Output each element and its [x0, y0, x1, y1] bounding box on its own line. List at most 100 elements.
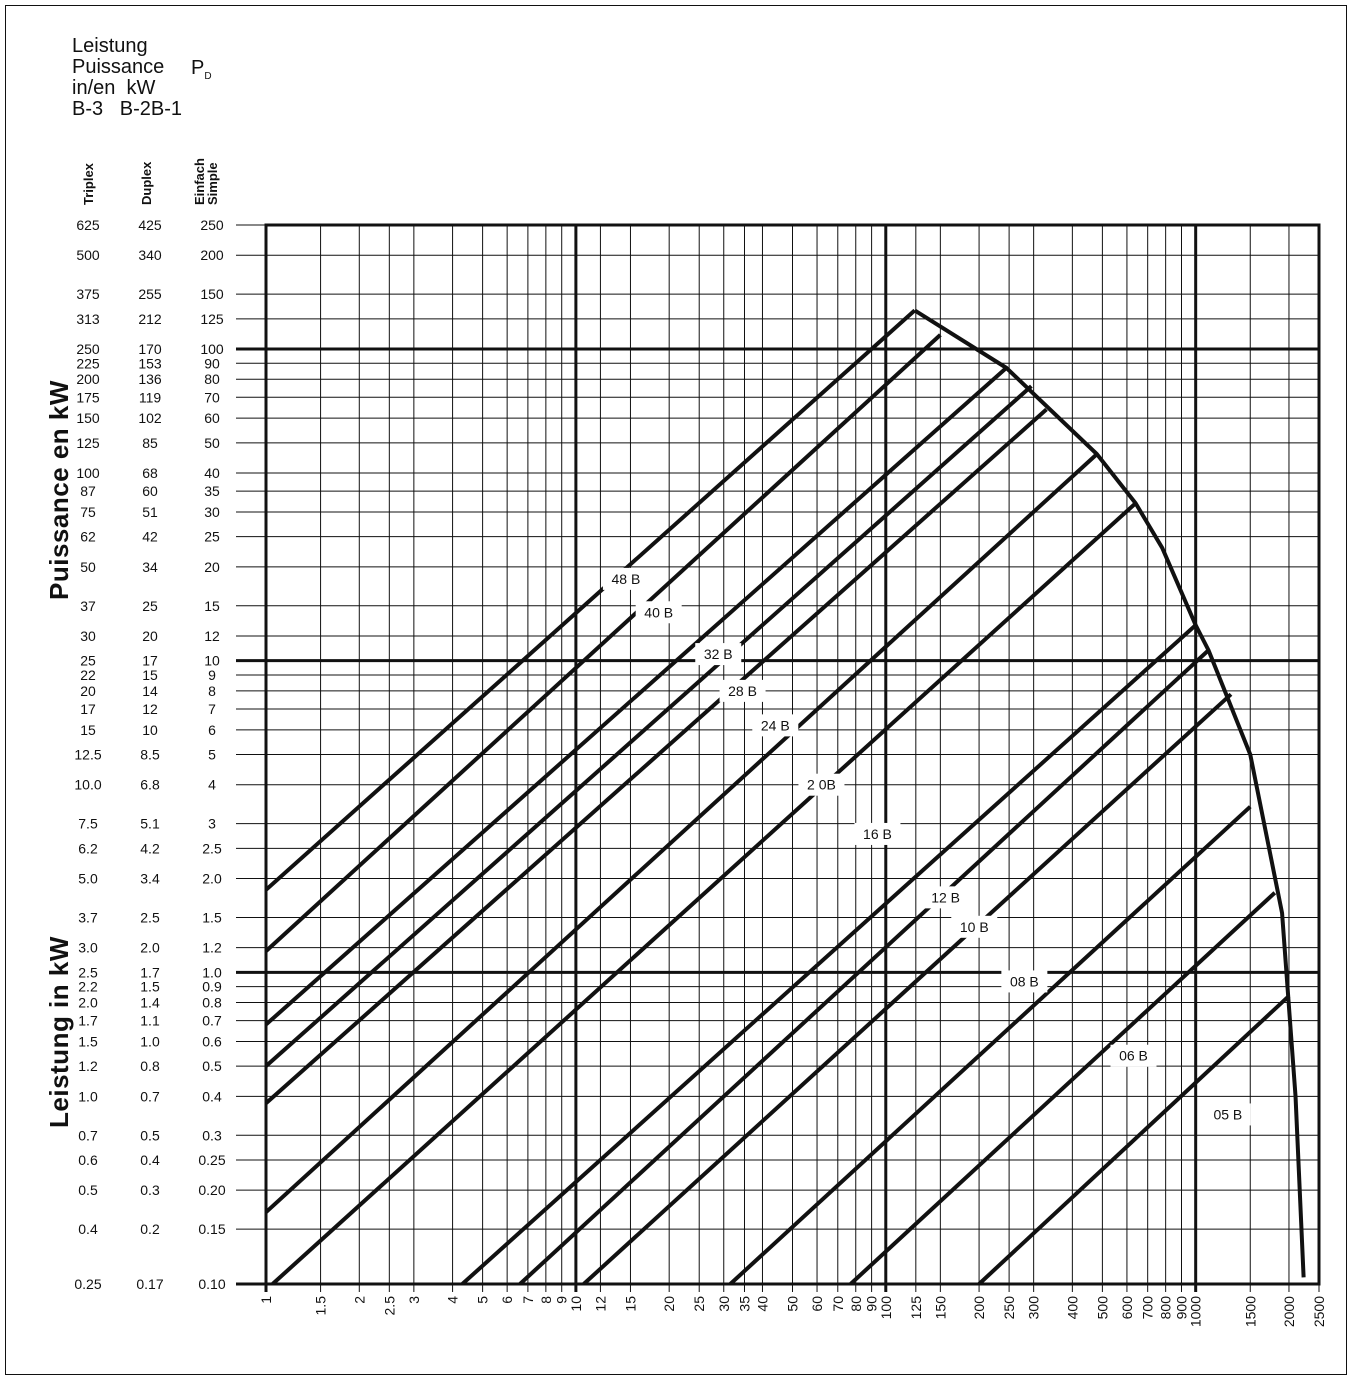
series-line — [264, 384, 1033, 1068]
y-tick-label-simple: 80 — [204, 371, 220, 387]
series-label-box — [854, 822, 901, 845]
y-tick-label-duplex: 340 — [138, 247, 162, 263]
y-tick-label-triplex: 87 — [80, 483, 96, 499]
y-tick-label-duplex: 60 — [142, 483, 158, 499]
pd-sub: D — [204, 71, 212, 82]
y-tick-label-duplex: 6.8 — [140, 777, 160, 793]
series-label: 40 B — [644, 604, 673, 620]
x-tick-label: 1500 — [1242, 1296, 1258, 1327]
series-label-box — [602, 567, 649, 590]
y-tick-label-duplex: 0.3 — [140, 1182, 160, 1198]
y-tick-label-simple: 4 — [208, 777, 216, 793]
y-tick-label-duplex: 1.5 — [140, 979, 160, 995]
y-tick-label-triplex: 5.0 — [78, 871, 98, 887]
series-label-box — [719, 679, 766, 702]
y-tick-label-triplex: 0.4 — [78, 1221, 98, 1237]
series-label: 12 B — [931, 889, 960, 905]
y-tick-label-simple: 0.20 — [198, 1182, 225, 1198]
y-tick-label-simple: 6 — [208, 722, 216, 738]
y-tick-label-simple: 90 — [204, 355, 220, 371]
y-tick-label-duplex: 2.0 — [140, 940, 160, 956]
y-tick-label-triplex: 0.6 — [78, 1152, 98, 1168]
x-tick-label: 1000 — [1188, 1296, 1204, 1327]
y-tick-label-duplex: 212 — [138, 311, 162, 327]
header-line-types: B-3 B-2B-1 — [72, 98, 183, 120]
series-labels: 48 B 40 B 32 B 28 B 24 B 2 0B 16 B 12 B10 B 08 B… — [602, 567, 1251, 1126]
y-tick-label-duplex: 425 — [138, 217, 162, 233]
series-label-box — [951, 915, 998, 938]
y-tick-label-simple: 20 — [204, 559, 220, 575]
series-label: 06 B — [1119, 1048, 1148, 1064]
y-tick-label-simple: 0.3 — [202, 1127, 222, 1143]
x-tick-label: 1.5 — [313, 1296, 329, 1316]
y-tick-label-simple: 10 — [204, 653, 220, 669]
x-tick-label: 40 — [754, 1296, 770, 1312]
y-tick-label-simple: 1.0 — [202, 964, 222, 980]
x-tick-label: 6 — [499, 1296, 515, 1304]
y-tick-label-triplex: 1.2 — [78, 1058, 98, 1074]
x-tick-label: 20 — [661, 1296, 677, 1312]
x-tick-label: 12 — [592, 1296, 608, 1312]
x-tick-label: 800 — [1158, 1296, 1174, 1320]
y-tick-label-triplex: 7.5 — [78, 816, 98, 832]
y-tick-label-duplex: 34 — [142, 559, 158, 575]
header-line-puissance: Puissance — [72, 56, 165, 78]
x-tick-label: 70 — [830, 1296, 846, 1312]
series-line — [518, 648, 1210, 1286]
x-tick-label: 35 — [736, 1296, 752, 1312]
x-tick-label: 150 — [932, 1296, 948, 1320]
x-tick-label: 600 — [1119, 1296, 1135, 1320]
y-tick-label-simple: 40 — [204, 465, 220, 481]
series-lines — [264, 308, 1291, 1286]
y-tick-label-triplex: 2.5 — [78, 964, 98, 980]
y-tick-label-simple: 0.15 — [198, 1221, 225, 1237]
x-tick-label: 200 — [971, 1296, 987, 1320]
y-tick-label-simple: 12 — [204, 628, 220, 644]
y-tick-label-simple: 1.2 — [202, 940, 222, 956]
series-line — [264, 452, 1099, 1214]
x-tick-label: 700 — [1140, 1296, 1156, 1320]
series-label: 32 B — [704, 646, 733, 662]
y-tick-label-triplex: 10.0 — [74, 777, 101, 793]
x-tick-label: 400 — [1064, 1296, 1080, 1320]
x-tick-label: 500 — [1094, 1296, 1110, 1320]
y-tick-label-triplex: 17 — [80, 701, 96, 717]
y-tick-label-duplex: 1.7 — [140, 964, 160, 980]
y-tick-label-duplex: 5.1 — [140, 816, 160, 832]
series-label-box — [752, 714, 799, 737]
y-tick-label-duplex: 8.5 — [140, 747, 160, 763]
y-tick-label-triplex: 2.2 — [78, 979, 98, 995]
series-label: 48 B — [611, 571, 640, 587]
series-label-box — [635, 601, 682, 624]
grid — [236, 223, 1321, 1292]
x-tick-label: 60 — [809, 1296, 825, 1312]
series-label: 2 0B — [807, 777, 836, 793]
y-tick-label-triplex: 0.5 — [78, 1182, 98, 1198]
y-tick-label-duplex: 119 — [139, 389, 162, 405]
y-tick-label-triplex: 20 — [80, 683, 96, 699]
series-line — [849, 891, 1277, 1286]
x-tick-label: 50 — [785, 1296, 801, 1312]
x-tick-label: 125 — [908, 1296, 924, 1320]
envelope-line — [913, 308, 1306, 1278]
header-title: Leistung Puissance in/en kW B-3 B-2B-1 — [72, 36, 182, 120]
series-label: 28 B — [728, 683, 757, 699]
series-label: 08 B — [1010, 973, 1039, 989]
y-tick-label-duplex: 12 — [142, 701, 158, 717]
x-tick-label: 250 — [1001, 1296, 1017, 1320]
y-tick-label-duplex: 25 — [142, 598, 158, 614]
pd-symbol: PD — [191, 58, 212, 87]
series-label: 24 B — [761, 717, 790, 733]
y-tick-label-simple: 250 — [200, 217, 224, 233]
y-tick-label-triplex: 1.5 — [78, 1033, 98, 1049]
y-tick-label-duplex: 10 — [142, 722, 158, 738]
x-tick-label: 90 — [864, 1296, 880, 1312]
y-tick-label-duplex: 42 — [142, 529, 158, 545]
y-tick-label-simple: 2.5 — [202, 840, 222, 856]
y-tick-label-triplex: 3.0 — [78, 940, 98, 956]
y-tick-label-triplex: 200 — [76, 371, 100, 387]
y-tick-label-simple: 150 — [200, 286, 224, 302]
series-line — [582, 692, 1233, 1286]
x-tick-labels: 1 1.5 2 2.5 3 4 5 6 7 8 910 12 15 20 25 30 35 40 50 60 70 80 9… — [258, 1296, 1327, 1327]
